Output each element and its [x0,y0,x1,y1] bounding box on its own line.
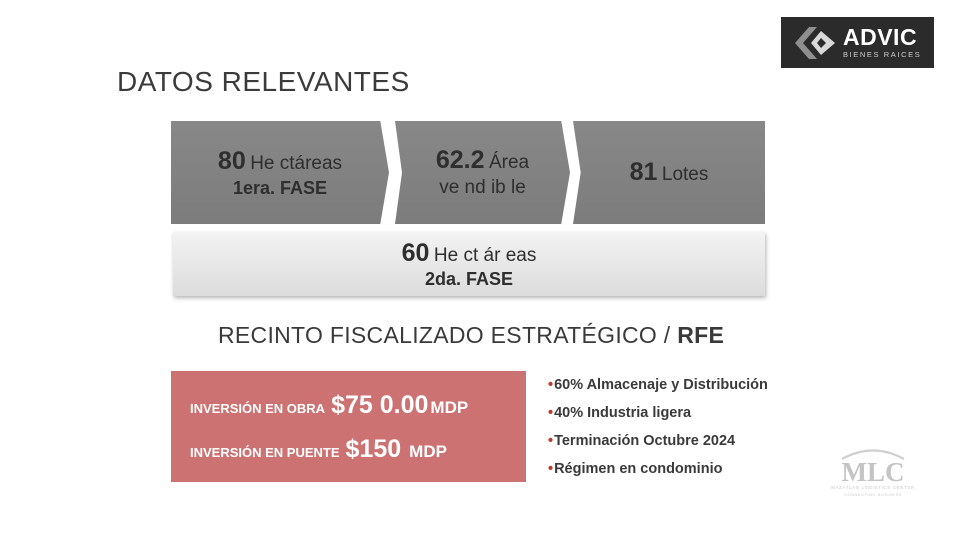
phase1-process: 80 He ctáreas 1era. FASE 62.2 Área ve nd… [171,121,765,224]
phase2-label: 2da. FASE [424,268,514,289]
list-item-text: 40% Industria ligera [554,405,692,421]
lots-number: 81 [629,158,658,186]
advic-diamond-icon [795,26,835,59]
mlc-subtitle: MAZATLAN LOGISTICS CENTER [831,485,915,490]
logo-name: ADVIC [843,24,918,50]
hectares-unit: He ctáreas [250,152,343,174]
investment-amount: $150 [345,435,402,463]
investment-box: INVERSIÓN EN OBRA $75 0.00 MDP INVERSIÓN… [171,371,526,482]
investment-label: INVERSIÓN EN PUENTE [190,445,340,460]
rfe-prefix: RECINTO FISCALIZADO ESTRATÉGICO / [218,322,678,348]
advic-logo: ADVIC BIENES RAICES [781,17,934,68]
arch-icon [841,449,905,460]
list-item: •Terminación Octubre 2024 [548,433,736,449]
lots-unit: Lotes [661,164,709,185]
features-list: •60% Almacenaje y Distribución •40% Indu… [548,375,768,487]
sellable-area-box: 62.2 Área ve nd ib le [395,121,570,224]
phase1-hectares-box: 80 He ctáreas 1era. FASE [171,121,389,224]
page-title: DATOS RELEVANTES [117,66,410,97]
sellable-area-unit: Área [488,152,530,173]
list-item: •60% Almacenaje y Distribución [548,377,768,393]
investment-row-puente: INVERSIÓN EN PUENTE $150 MDP [190,435,447,464]
list-item-text: Régimen en condominio [554,461,723,477]
mlc-watermark-logo: MLC MAZATLAN LOGISTICS CENTER CONNECTING… [824,446,922,512]
lots-box: 81 Lotes [573,121,765,224]
phase2-unit: He ct ár eas [433,244,537,266]
logo-subtitle: BIENES RAICES [843,50,922,59]
rfe-heading: RECINTO FISCALIZADO ESTRATÉGICO / RFE [218,322,724,349]
investment-unit: MDP [409,442,447,461]
list-item: •40% Industria ligera [548,405,692,421]
hectares-number: 80 [217,146,246,175]
list-item-text: Terminación Octubre 2024 [554,433,736,449]
list-item-text: 60% Almacenaje y Distribución [554,377,768,393]
phase2-box: 60 He ct ár eas 2da. FASE [173,232,765,296]
rfe-strong: RFE [677,322,725,348]
mlc-name: MLC [841,457,905,487]
sellable-area-unit2: ve nd ib le [439,177,526,198]
mlc-tagline: CONNECTING BUSINESS [844,492,902,497]
investment-label: INVERSIÓN EN OBRA [190,401,326,416]
investment-unit: MDP [430,398,469,417]
investment-row-obra: INVERSIÓN EN OBRA $75 0.00 MDP [190,391,468,420]
sellable-area-number: 62.2 [435,146,485,174]
investment-amount: $75 0.00 [331,391,429,419]
phase1-label: 1era. FASE [232,177,328,198]
phase2-number: 60 [401,238,430,267]
list-item: •Régimen en condominio [548,461,723,477]
